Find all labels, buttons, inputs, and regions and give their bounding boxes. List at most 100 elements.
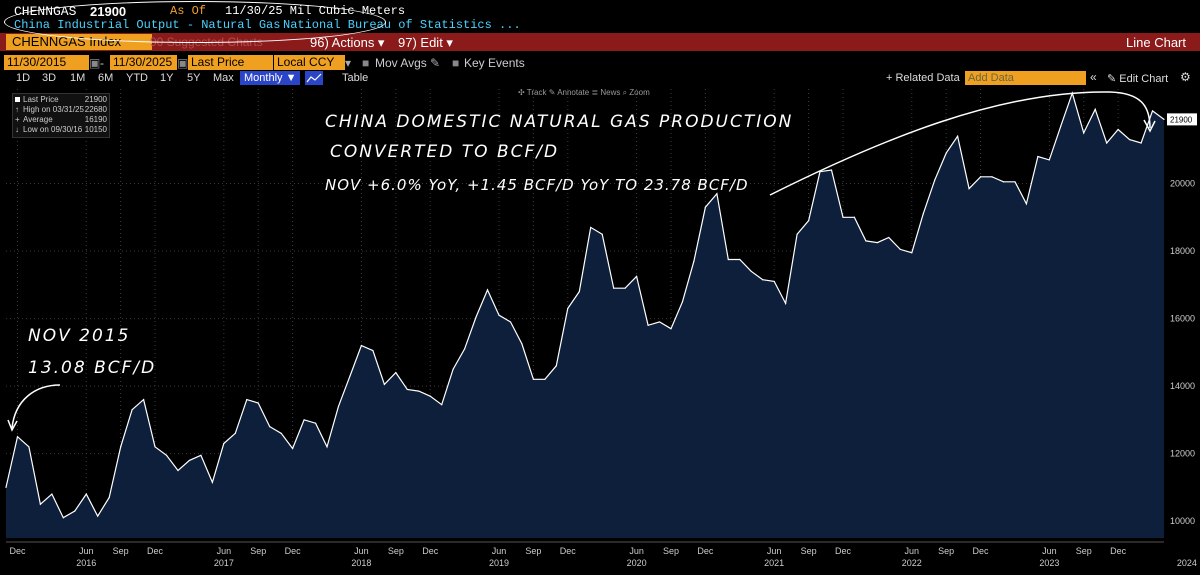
last-price: 21900 [90,4,127,19]
data-point [39,503,41,505]
asof-value: 11/30/25 Mil Cubic Meters [225,4,406,18]
data-point [16,436,19,438]
data-point [120,446,122,448]
data-point [1002,181,1005,183]
related-data-button[interactable]: + Related Data [886,72,960,84]
collapse-icon[interactable]: « [1090,70,1097,84]
data-point [945,152,947,154]
data-point [360,344,363,347]
period-max[interactable]: Max [213,72,234,84]
mov-avgs-toggle[interactable]: Mov Avgs [375,56,427,70]
data-point [1117,128,1119,131]
x-tick-label: Jun [217,546,232,556]
actions-menu[interactable]: 96) Actions ▾ [310,35,385,50]
data-point [1048,159,1050,161]
chevron-down-icon[interactable]: ▾ [345,56,352,70]
data-point [314,422,317,424]
legend-label: High on 03/31/25 [23,105,84,114]
data-point [429,395,431,397]
end-date-field[interactable]: 11/30/2025 [110,55,177,70]
data-point [750,270,752,272]
data-point [624,287,626,289]
data-point [337,405,340,407]
data-point [555,365,557,367]
x-tick-label: Sep [525,546,541,556]
period-1y[interactable]: 1Y [160,72,174,84]
legend-row-last: Last Price 21900 [15,95,107,104]
x-tick-label: Dec [560,546,577,556]
x-tick-label: Dec [697,546,714,556]
x-tick-label: Sep [938,546,954,556]
frequency-select[interactable]: Monthly ▼ [240,71,301,85]
gear-icon[interactable]: ⚙ [1180,70,1191,84]
year-label: 2021 [764,558,784,568]
y-tick-label: 20000 [1170,179,1195,189]
data-point [521,343,523,345]
data-point [865,240,867,242]
data-point [165,454,168,456]
x-tick-label: Dec [835,546,852,556]
key-events-toggle[interactable]: Key Events [464,56,525,70]
suggested-charts-button[interactable]: 90 Suggested Charts [150,35,263,49]
ticker-symbol[interactable]: CHENNGAS [14,4,77,19]
data-point [544,378,546,380]
legend-label: Average [23,115,53,124]
period-3d[interactable]: 3D [42,72,57,84]
x-tick-label: Jun [354,546,369,556]
data-point [372,350,374,352]
line-chart-icon[interactable] [305,71,323,85]
data-point [269,425,271,428]
y-tick-label: 14000 [1170,381,1195,391]
data-point [670,328,672,330]
data-point [85,493,87,495]
pencil-icon[interactable]: ✎ [430,56,441,70]
table-button[interactable]: Table [342,72,369,84]
calendar-icon[interactable]: ▣ [89,56,101,70]
period-6m[interactable]: 6M [98,72,114,84]
edit-chart-button[interactable]: ✎ Edit Chart [1107,73,1169,85]
add-data-input[interactable]: Add Data [965,71,1086,85]
data-point [74,510,76,512]
checkbox-icon[interactable]: ■ [452,56,460,70]
index-field[interactable]: CHENNGAS Index [6,34,152,50]
x-tick-label: Dec [9,546,26,556]
plus-icon: + [15,115,20,124]
start-date-field[interactable]: 11/30/2015 [4,55,89,70]
period-ytd[interactable]: YTD [126,72,148,84]
data-point [681,301,684,303]
data-point [922,213,924,215]
period-1d[interactable]: 1D [16,72,31,84]
data-point [406,388,408,391]
data-point [773,280,775,283]
data-point [1071,92,1073,94]
data-point [418,390,420,392]
x-tick-label: Jun [767,546,782,556]
x-tick-label: Jun [629,546,644,556]
data-point [200,454,202,456]
chart-tools[interactable]: ✣ Track ✎ Annotate ≣ News ⌕ Zoom [518,88,650,97]
legend-row-average: + Average 16190 [15,115,107,124]
security-header: CHENNGAS 21900 As Of 11/30/25 Mil Cubic … [0,0,1200,33]
data-point [819,171,821,173]
edit-menu[interactable]: 97) Edit ▾ [398,35,453,50]
data-point [647,324,649,326]
data-point [177,469,179,472]
data-point [899,248,901,250]
legend-label: Last Price [23,95,59,104]
data-point [888,236,890,239]
year-label: 2024 [1177,558,1197,568]
currency-select[interactable]: Local CCY [274,55,345,70]
price-field-select[interactable]: Last Price [188,55,273,70]
x-tick-label: Sep [1076,546,1092,556]
x-tick-label: Sep [250,546,266,556]
data-point [326,446,328,448]
data-point [830,169,833,171]
period-5y[interactable]: 5Y [187,72,201,84]
chart-svg[interactable]: Dec Jun Sep Dec Jun Sep Dec Jun Sep Dec Jun Sep Dec J… [0,87,1200,575]
data-point [1163,118,1165,120]
checkbox-icon[interactable]: ■ [362,56,370,70]
calendar-icon[interactable]: ▣ [177,56,189,70]
data-point [188,459,191,461]
data-point [234,432,236,434]
period-1m[interactable]: 1M [70,72,86,84]
